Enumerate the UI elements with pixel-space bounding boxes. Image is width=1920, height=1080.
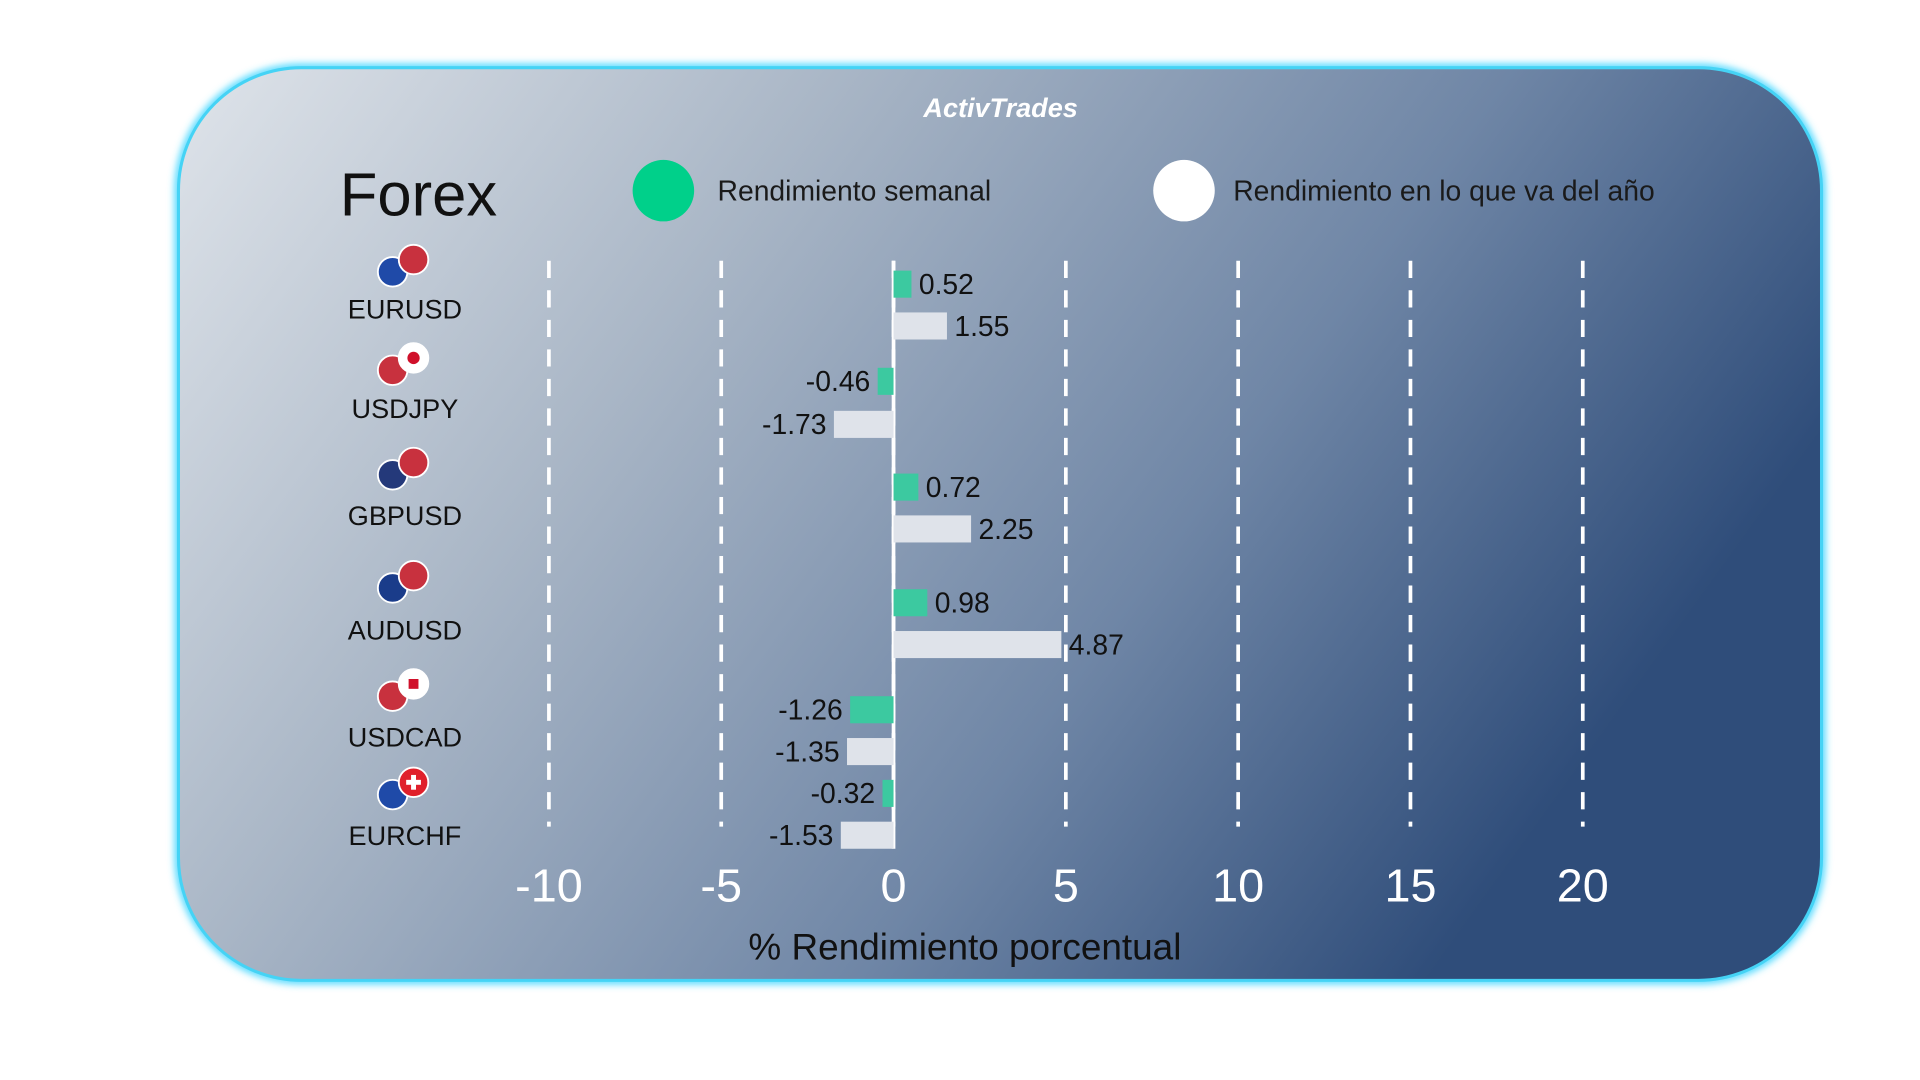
data-label: 2.25: [978, 513, 1033, 545]
weekly-bar: [877, 367, 894, 395]
category-label: USDCAD: [348, 723, 462, 753]
data-label: 4.87: [1069, 628, 1124, 660]
flag-icon-gb-us: [376, 446, 430, 491]
data-label: -1.73: [762, 408, 826, 440]
weekly-bar: [850, 696, 894, 724]
ytd-bar: [847, 738, 894, 766]
x-tick-label: 20: [1557, 860, 1609, 912]
x-tick-label: -10: [515, 860, 583, 912]
data-label: -1.53: [769, 819, 833, 851]
flag-icon-us-jp: [376, 342, 430, 386]
flag-icon-us-ca: [376, 668, 430, 712]
weekly-bar: [893, 270, 912, 298]
legend-weekly-swatch: [632, 159, 695, 222]
page-title: Forex: [340, 160, 498, 229]
x-tick-label: -5: [700, 860, 742, 912]
flag-icon-eu-ch: [376, 766, 430, 811]
x-tick-label: 10: [1212, 860, 1264, 912]
x-axis-label: % Rendimiento porcentual: [748, 926, 1181, 967]
flag-icon-eu-us: [376, 243, 430, 288]
category-label: GBPUSD: [348, 501, 462, 531]
category-label: EURCHF: [349, 821, 462, 851]
ytd-bar: [893, 312, 947, 340]
data-label: -1.35: [775, 735, 839, 767]
weekly-bar: [882, 779, 894, 807]
x-tick-label: 0: [881, 860, 907, 912]
category-label: EURUSD: [348, 295, 462, 325]
ytd-bar: [893, 631, 1062, 659]
weekly-bar: [893, 473, 919, 501]
category-label: USDJPY: [352, 394, 459, 424]
data-label: 0.72: [926, 471, 981, 503]
ytd-bar: [833, 410, 894, 438]
ytd-bar: [893, 515, 972, 543]
data-label: -0.32: [811, 777, 875, 809]
legend-ytd-label: Rendimiento en lo que va del año: [1233, 175, 1654, 207]
x-tick-label: 5: [1053, 860, 1079, 912]
data-label: 0.52: [919, 268, 974, 300]
x-tick-label: 15: [1384, 860, 1436, 912]
data-label: -1.26: [778, 694, 842, 726]
brand-logo: ActivTrades: [922, 93, 1077, 123]
legend-weekly-label: Rendimiento semanal: [718, 175, 992, 207]
ytd-bar: [840, 821, 894, 849]
data-label: -0.46: [806, 365, 870, 397]
legend-ytd-swatch: [1153, 159, 1215, 222]
data-label: 0.98: [935, 587, 990, 619]
data-label: 1.55: [954, 310, 1009, 342]
weekly-bar: [893, 589, 928, 617]
category-label: AUDUSD: [348, 616, 462, 646]
flag-icon-au-us: [376, 559, 430, 604]
